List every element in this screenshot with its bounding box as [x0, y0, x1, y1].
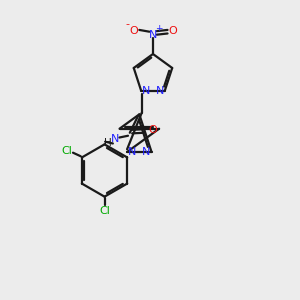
- Text: +: +: [155, 24, 162, 33]
- Text: O: O: [148, 125, 157, 135]
- Text: N: N: [128, 147, 136, 157]
- Text: Cl: Cl: [61, 146, 73, 157]
- Text: -: -: [125, 19, 129, 29]
- Text: O: O: [168, 26, 177, 36]
- Text: H: H: [104, 139, 112, 148]
- Text: N: N: [111, 134, 119, 144]
- Text: N: N: [142, 147, 151, 157]
- Text: O: O: [130, 26, 139, 36]
- Text: N: N: [142, 85, 150, 96]
- Text: N: N: [156, 85, 164, 96]
- Text: N: N: [149, 30, 157, 40]
- Text: Cl: Cl: [99, 206, 110, 216]
